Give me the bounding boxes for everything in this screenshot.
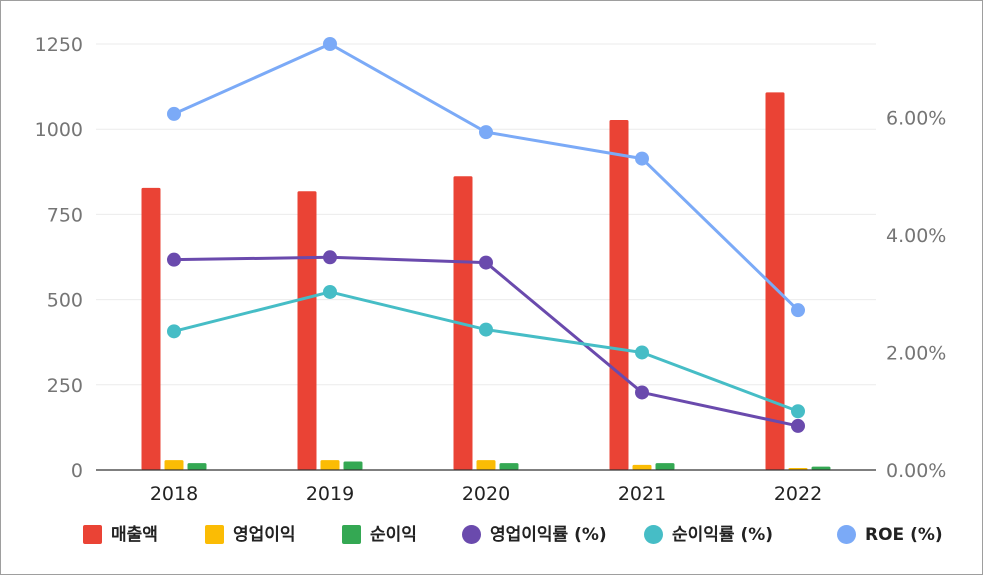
bar-영업이익-2019[interactable] bbox=[320, 460, 340, 470]
legend-swatch bbox=[83, 525, 102, 544]
point-net-margin-2018[interactable] bbox=[167, 324, 181, 339]
point-net-margin-2019[interactable] bbox=[323, 284, 337, 299]
bar-순이익-2020[interactable] bbox=[499, 463, 519, 470]
legend-label: ROE (%) bbox=[865, 525, 943, 545]
point-roe-2020[interactable] bbox=[479, 125, 493, 140]
legend-item[interactable]: 영업이익 bbox=[205, 525, 296, 545]
legend-item[interactable]: 순이익 bbox=[342, 525, 417, 545]
bar-순이익-2022[interactable] bbox=[811, 466, 831, 470]
bar-매출액-2021[interactable] bbox=[609, 119, 629, 470]
legend-item[interactable]: 매출액 bbox=[83, 525, 158, 545]
gridlines bbox=[96, 43, 876, 386]
bar-영업이익-2020[interactable] bbox=[476, 460, 496, 470]
point-operating-margin-2018[interactable] bbox=[167, 252, 181, 267]
point-roe-2019[interactable] bbox=[323, 37, 337, 51]
right-tick-label: 6.00% bbox=[886, 107, 946, 129]
legend-swatch bbox=[462, 525, 481, 544]
point-net-margin-2020[interactable] bbox=[479, 322, 493, 337]
legend-item[interactable]: ROE (%) bbox=[837, 525, 943, 545]
x-tick-label: 2021 bbox=[618, 483, 666, 505]
legend: 매출액 영업이익 순이익 영업이익률 (%) 순이익률 (%) ROE (%) bbox=[83, 525, 943, 545]
bar-순이익-2021[interactable] bbox=[655, 463, 675, 470]
legend-item[interactable]: 영업이익률 (%) bbox=[462, 525, 607, 545]
point-roe-2018[interactable] bbox=[167, 106, 181, 121]
right-tick-label: 4.00% bbox=[886, 225, 946, 247]
bar-순이익-2019[interactable] bbox=[343, 461, 363, 470]
line-operating-margin[interactable] bbox=[173, 255, 799, 428]
line-roe[interactable] bbox=[173, 42, 800, 312]
left-tick-label: 750 bbox=[47, 204, 83, 226]
bar-순이익-2018[interactable] bbox=[187, 463, 207, 470]
left-tick-label: 1250 bbox=[35, 34, 83, 56]
right-tick-label: 2.00% bbox=[886, 342, 946, 364]
line-net-margin[interactable] bbox=[173, 290, 799, 413]
x-tick-label: 2020 bbox=[462, 483, 510, 505]
point-roe-2021[interactable] bbox=[635, 151, 649, 166]
legend-label: 영업이익률 (%) bbox=[490, 525, 607, 545]
legend-label: 매출액 bbox=[111, 525, 158, 545]
legend-swatch bbox=[837, 525, 856, 544]
legend-swatch bbox=[644, 525, 663, 544]
point-operating-margin-2022[interactable] bbox=[791, 418, 805, 433]
point-operating-margin-2021[interactable] bbox=[635, 385, 649, 400]
x-tick-label: 2018 bbox=[150, 483, 198, 505]
legend-swatch bbox=[205, 525, 224, 544]
left-axis: 0 250 500 750 1000 1250 bbox=[35, 34, 83, 482]
bar-매출액-2022[interactable] bbox=[765, 92, 785, 470]
x-axis: 2018 2019 2020 2021 2022 bbox=[150, 483, 822, 505]
point-operating-margin-2019[interactable] bbox=[323, 250, 337, 265]
legend-swatch bbox=[342, 525, 361, 544]
legend-label: 순이익 bbox=[370, 525, 417, 545]
bar-series bbox=[141, 92, 831, 471]
left-tick-label: 0 bbox=[71, 460, 83, 482]
point-net-margin-2022[interactable] bbox=[791, 404, 805, 419]
bar-매출액-2018[interactable] bbox=[141, 187, 161, 470]
bar-매출액-2019[interactable] bbox=[297, 191, 317, 471]
bar-영업이익-2018[interactable] bbox=[164, 460, 184, 470]
bar-영업이익-2021[interactable] bbox=[632, 464, 652, 470]
legend-item[interactable]: 순이익률 (%) bbox=[644, 525, 773, 545]
x-tick-label: 2022 bbox=[774, 483, 822, 505]
point-operating-margin-2020[interactable] bbox=[479, 255, 493, 270]
legend-label: 순이익률 (%) bbox=[672, 525, 773, 545]
line-series bbox=[167, 37, 805, 433]
right-axis: 0.00% 2.00% 4.00% 6.00% bbox=[886, 107, 946, 482]
left-tick-label: 500 bbox=[47, 290, 83, 312]
left-tick-label: 250 bbox=[47, 375, 83, 397]
point-net-margin-2021[interactable] bbox=[635, 345, 649, 360]
legend-label: 영업이익 bbox=[233, 525, 296, 545]
left-tick-label: 1000 bbox=[35, 119, 83, 141]
point-roe-2022[interactable] bbox=[791, 303, 805, 318]
right-tick-label: 0.00% bbox=[886, 460, 946, 482]
x-tick-label: 2019 bbox=[306, 483, 354, 505]
